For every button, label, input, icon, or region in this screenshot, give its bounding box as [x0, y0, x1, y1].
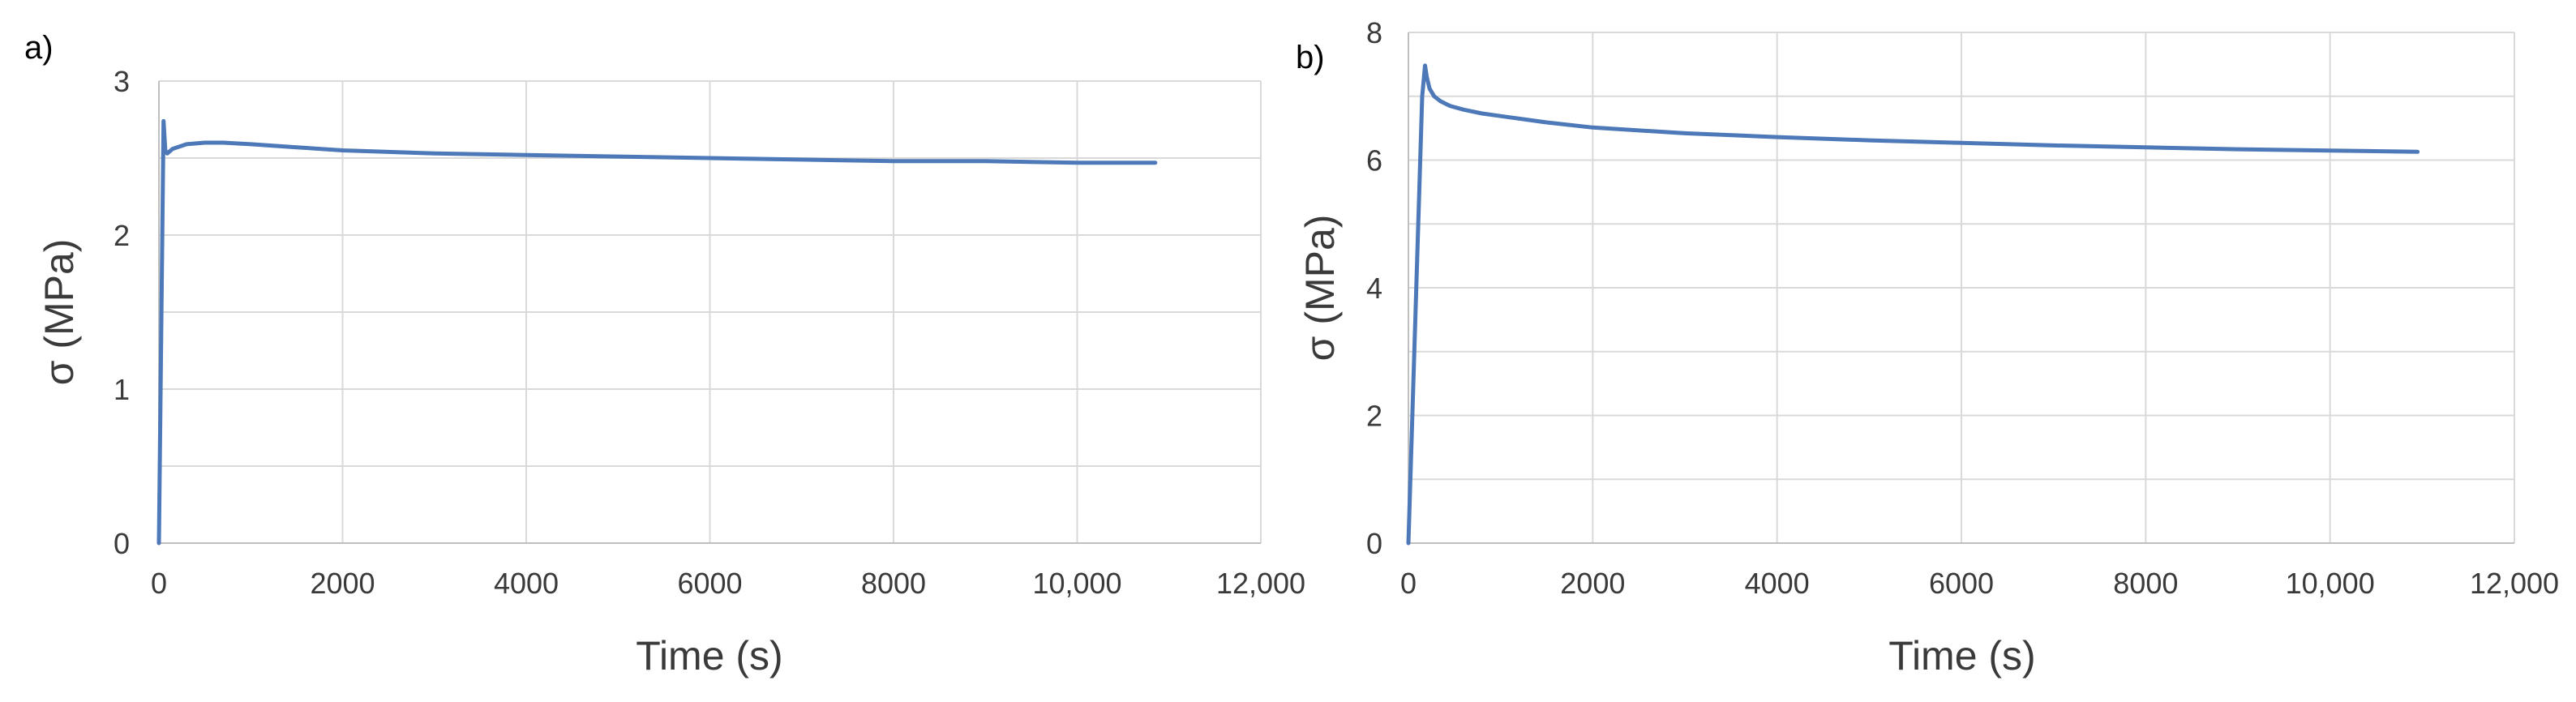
panel-label: a) [24, 30, 54, 66]
y-tick-label: 2 [114, 219, 130, 252]
x-axis-title: Time (s) [1888, 633, 2035, 678]
x-tick-label: 6000 [677, 567, 742, 600]
x-tick-label: 4000 [1745, 567, 1810, 600]
y-tick-label: 8 [1366, 16, 1382, 49]
x-tick-label: 12,000 [2470, 567, 2559, 600]
y-tick-label: 3 [114, 65, 130, 98]
x-tick-label: 0 [1400, 567, 1417, 600]
series-line [1406, 63, 2420, 546]
y-tick-label: 0 [114, 527, 130, 560]
x-tick-label: 10,000 [2286, 567, 2375, 600]
x-tick-label: 0 [151, 567, 167, 600]
chart-a: a) 0 2000 4000 6000 8000 10,000 12,000 0 1 2 3 Time … [24, 30, 1305, 678]
x-tick-label: 12,000 [1216, 567, 1305, 600]
y-tick-label: 0 [1366, 527, 1382, 560]
y-tick-label: 1 [114, 373, 130, 406]
x-tick-label: 10,000 [1032, 567, 1121, 600]
gridlines [159, 80, 1262, 543]
x-tick-label: 2000 [1560, 567, 1625, 600]
x-tick-label: 4000 [494, 567, 559, 600]
y-tick-label: 2 [1366, 400, 1382, 433]
gridlines [1408, 32, 2515, 543]
x-tick-label: 2000 [310, 567, 375, 600]
y-tick-label: 6 [1366, 144, 1382, 178]
panel-label: b) [1296, 40, 1325, 75]
x-tick-label: 6000 [1929, 567, 1994, 600]
chart-b: b) 0 2000 4000 6000 8000 10,000 12,000 0 2 4 6 8 Time… [1296, 16, 2559, 678]
y-tick-label: 4 [1366, 272, 1382, 305]
y-axis-title: σ (MPa) [36, 239, 82, 386]
y-axis-title: σ (MPa) [1297, 215, 1343, 362]
x-tick-label: 8000 [861, 567, 926, 600]
x-axis-title: Time (s) [636, 633, 782, 678]
x-tick-label: 8000 [2113, 567, 2178, 600]
series-line [156, 118, 1158, 546]
